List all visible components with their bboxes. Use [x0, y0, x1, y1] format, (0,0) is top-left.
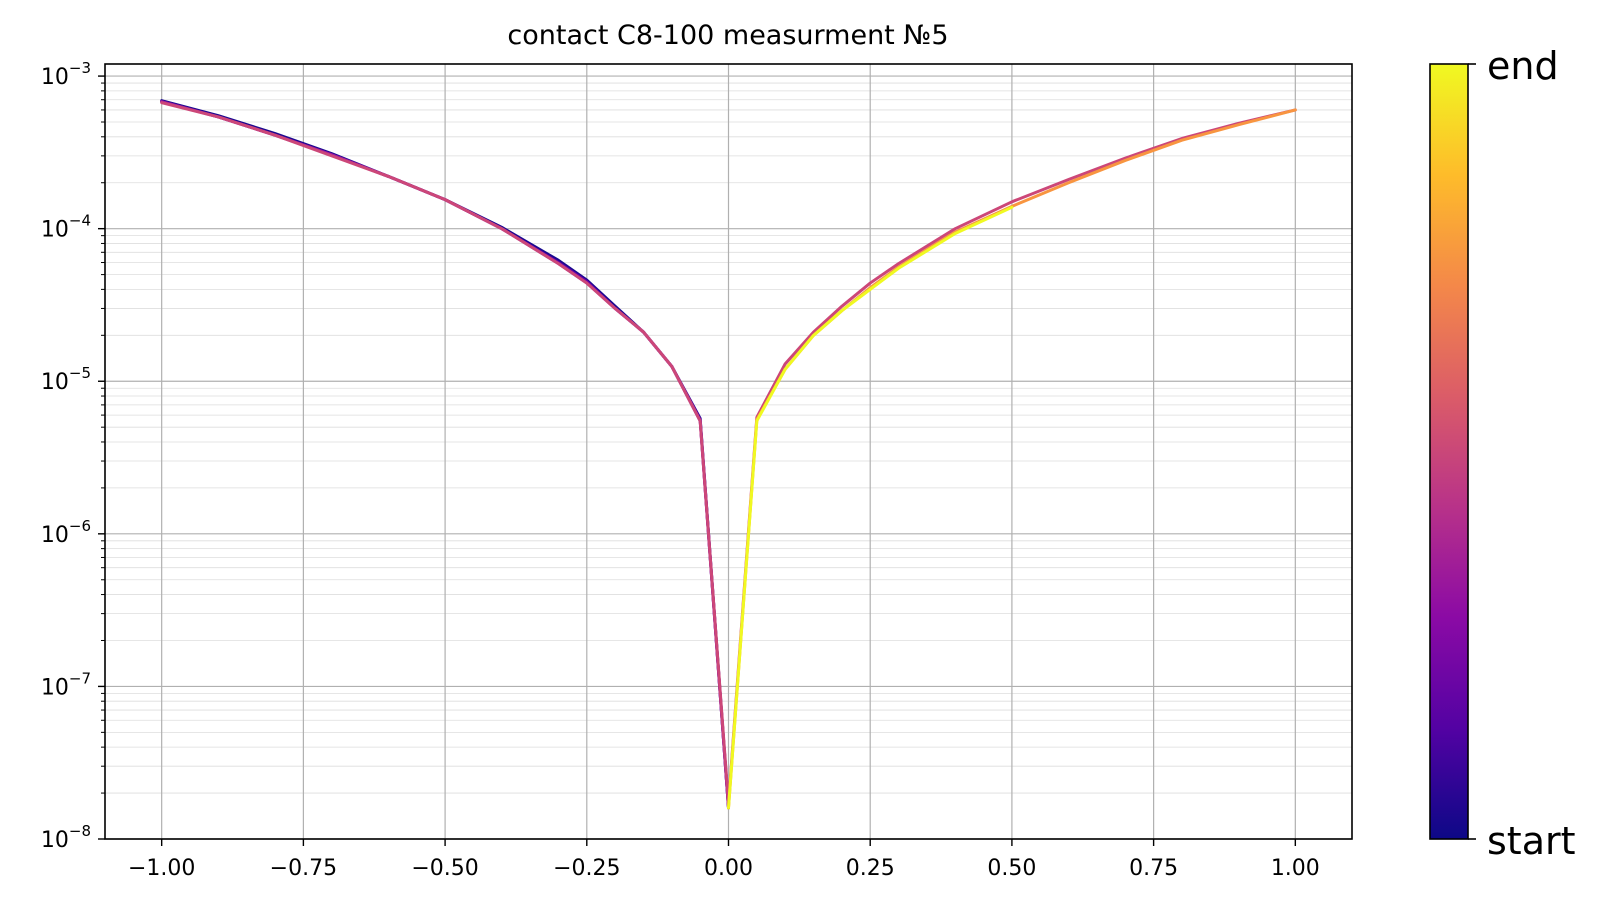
y-tick-label: 10−4 — [41, 212, 91, 243]
colorbar-label-end: end — [1487, 44, 1559, 88]
x-tick-label: 0.50 — [987, 856, 1036, 881]
x-tick-label: −1.00 — [128, 856, 195, 881]
y-tick-label: 10−5 — [41, 364, 91, 395]
major-grid — [105, 64, 1352, 840]
y-tick-label: 10−7 — [41, 669, 91, 700]
chart-title: contact C8-100 measurment №5 — [507, 20, 948, 51]
colorbar-label-start: start — [1487, 819, 1576, 863]
x-tick-label: −0.75 — [270, 856, 337, 881]
series-line-5 — [727, 205, 1014, 810]
x-tick-label: 1.00 — [1271, 856, 1320, 881]
y-tick-label: 10−3 — [41, 59, 91, 90]
y-tick-label: 10−6 — [41, 517, 91, 548]
colorbar: end start — [1429, 44, 1576, 863]
x-axis: −1.00 −0.75 −0.50 −0.25 0.00 0.25 0.50 0.75 1.00 — [128, 839, 1320, 881]
x-tick-label: 0.75 — [1129, 856, 1178, 881]
x-tick-label: 0.25 — [846, 856, 895, 881]
series-layer — [160, 99, 1297, 810]
y-axis: 10−3 10−4 10−5 10−6 10−7 10−8 — [41, 59, 105, 853]
colorbar-gradient — [1429, 63, 1469, 840]
x-tick-label: 0.00 — [704, 856, 753, 881]
x-tick-label: −0.50 — [411, 856, 478, 881]
y-tick-label: 10−8 — [41, 822, 91, 853]
x-tick-label: −0.25 — [553, 856, 620, 881]
